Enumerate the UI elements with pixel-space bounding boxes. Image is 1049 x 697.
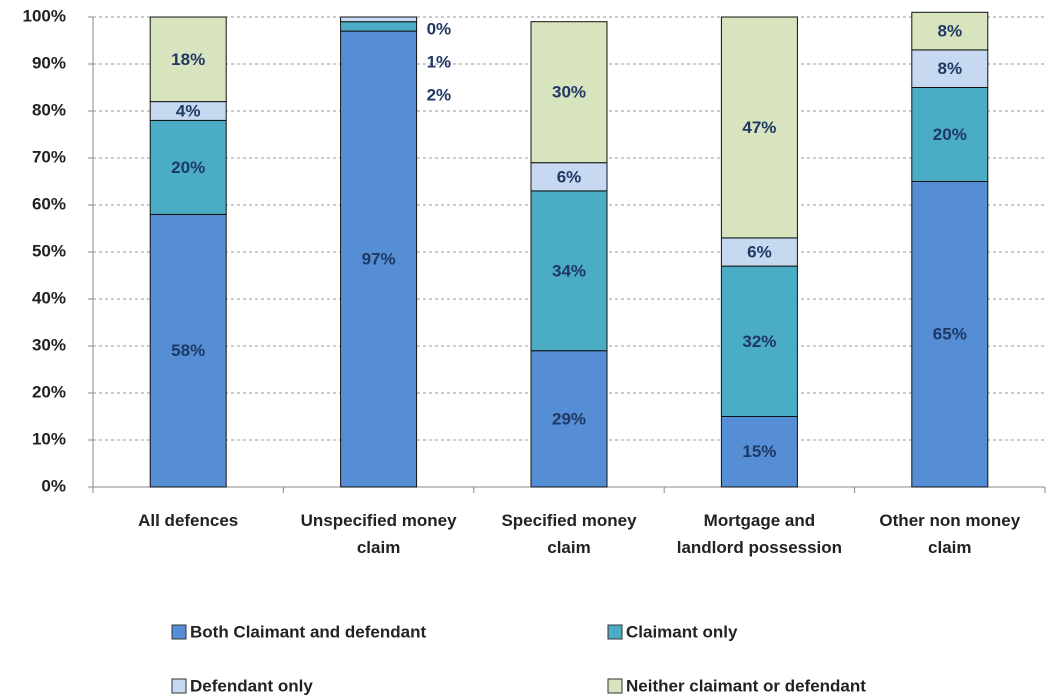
y-tick-label: 30% <box>32 335 66 354</box>
data-label: 34% <box>552 261 586 280</box>
bar-segment <box>911 11 989 51</box>
y-tick-label: 90% <box>32 53 66 72</box>
y-tick-label: 40% <box>32 288 66 307</box>
x-tick-label: All defences <box>138 511 239 530</box>
y-tick-label: 80% <box>32 100 66 119</box>
bar-segment <box>911 49 989 88</box>
data-label: 18% <box>171 50 205 69</box>
y-tick-label: 70% <box>32 147 66 166</box>
data-label: 97% <box>362 250 396 269</box>
data-label: 65% <box>933 325 967 344</box>
bar-segment <box>149 16 227 103</box>
bar-segment <box>340 21 418 32</box>
legend-swatch <box>607 678 623 694</box>
data-label: 20% <box>933 125 967 144</box>
x-tick-label: Other non money claim <box>879 511 1021 557</box>
legend-label: Neither claimant or defendant <box>626 676 866 695</box>
bar-segment <box>720 16 798 239</box>
bar-segment <box>720 416 798 488</box>
bar-segment <box>530 21 608 164</box>
legend-swatch <box>171 624 187 640</box>
data-label: 47% <box>742 118 776 137</box>
data-label: 0% <box>427 19 452 38</box>
data-label: 29% <box>552 409 586 428</box>
data-label: 1% <box>427 52 452 71</box>
legend-swatch <box>607 624 623 640</box>
data-label: 4% <box>176 101 201 120</box>
bar-segment <box>720 265 798 417</box>
legend-label: Both Claimant and defendant <box>190 622 426 641</box>
legend-label: Defendant only <box>190 676 313 695</box>
data-label: 8% <box>938 22 963 41</box>
data-label: 8% <box>938 59 963 78</box>
data-label: 58% <box>171 341 205 360</box>
y-tick-label: 10% <box>32 429 66 448</box>
y-tick-label: 60% <box>32 194 66 213</box>
y-tick-label: 0% <box>41 476 66 495</box>
bar-segment <box>911 87 989 182</box>
data-label: 2% <box>427 85 452 104</box>
y-tick-label: 100% <box>23 6 66 25</box>
bar-segment <box>149 213 227 488</box>
legend-swatch <box>171 678 187 694</box>
bar-segment <box>340 16 418 23</box>
data-label: 32% <box>742 332 776 351</box>
data-label: 15% <box>742 442 776 461</box>
legend-label: Claimant only <box>626 622 738 641</box>
x-tick-label: Mortgage and landlord possession <box>676 511 843 557</box>
bar-segment <box>530 350 608 488</box>
y-tick-label: 20% <box>32 382 66 401</box>
bar-segment <box>911 181 989 488</box>
bar-segment <box>530 162 608 192</box>
x-tick-label: Specified money claim <box>501 511 637 557</box>
data-label: 6% <box>557 167 582 186</box>
data-label: 20% <box>171 158 205 177</box>
bar-segment <box>530 190 608 352</box>
bar-segment <box>340 30 418 488</box>
bar-segment <box>149 119 227 215</box>
y-tick-label: 50% <box>32 241 66 260</box>
x-tick-label: Unspecified money claim <box>300 511 457 557</box>
data-label: 6% <box>747 242 772 261</box>
data-label: 30% <box>552 83 586 102</box>
